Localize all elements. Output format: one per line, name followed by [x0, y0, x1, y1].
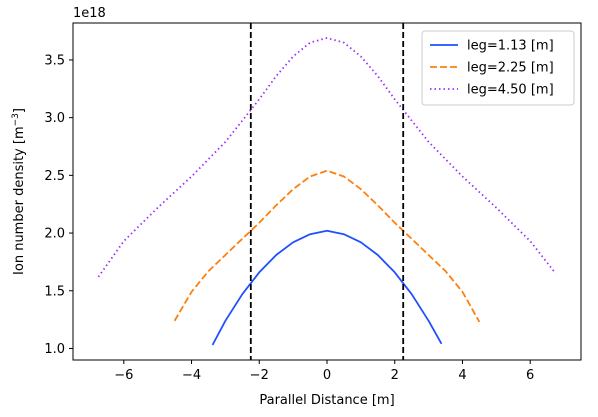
- x-tick-label: 4: [458, 368, 466, 383]
- y-axis-label-close: ]: [12, 108, 27, 113]
- vertical-lines-layer: [249, 23, 405, 360]
- y-axis-offset-text: 1e18: [73, 6, 106, 21]
- legend: leg=1.13 [m] leg=2.25 [m] leg=4.50 [m]: [421, 30, 575, 106]
- legend-label: leg=1.13 [m]: [467, 39, 554, 54]
- y-tick-label: 1.5: [44, 284, 65, 299]
- x-tick-label: 2: [391, 368, 399, 383]
- y-axis-label: Ion number density [m−3]: [11, 108, 27, 275]
- y-axis-ticks: 1.0 1.5 2.0 2.5 3.0 3.5: [44, 53, 73, 357]
- series-line-1: [211, 229, 443, 346]
- x-tick-label: −6: [114, 368, 133, 383]
- y-tick-label: 2.0: [44, 227, 65, 242]
- y-tick-label: 3.0: [44, 111, 65, 126]
- series-line-2: [173, 169, 481, 323]
- x-tick-label: −4: [182, 368, 201, 383]
- y-tick-label: 2.5: [44, 169, 65, 184]
- x-tick-label: 6: [526, 368, 534, 383]
- y-axis-label-superscript: −3: [11, 113, 21, 126]
- x-axis-ticks: −6 −4 −2 0 2 4 6: [114, 360, 534, 383]
- x-axis-label: Parallel Distance [m]: [259, 393, 394, 408]
- y-axis-label-main: Ion number density [m: [12, 126, 27, 275]
- y-tick-label: 1.0: [44, 342, 65, 357]
- x-tick-label: −2: [250, 368, 269, 383]
- x-tick-label: 0: [323, 368, 331, 383]
- series-line-3: [97, 37, 557, 278]
- legend-label: leg=2.25 [m]: [467, 61, 554, 76]
- legend-items: leg=1.13 [m] leg=2.25 [m] leg=4.50 [m]: [430, 39, 554, 98]
- legend-box: [421, 30, 575, 106]
- series-layer: [97, 37, 557, 346]
- y-tick-label: 3.5: [44, 53, 65, 68]
- legend-label: leg=4.50 [m]: [467, 83, 554, 98]
